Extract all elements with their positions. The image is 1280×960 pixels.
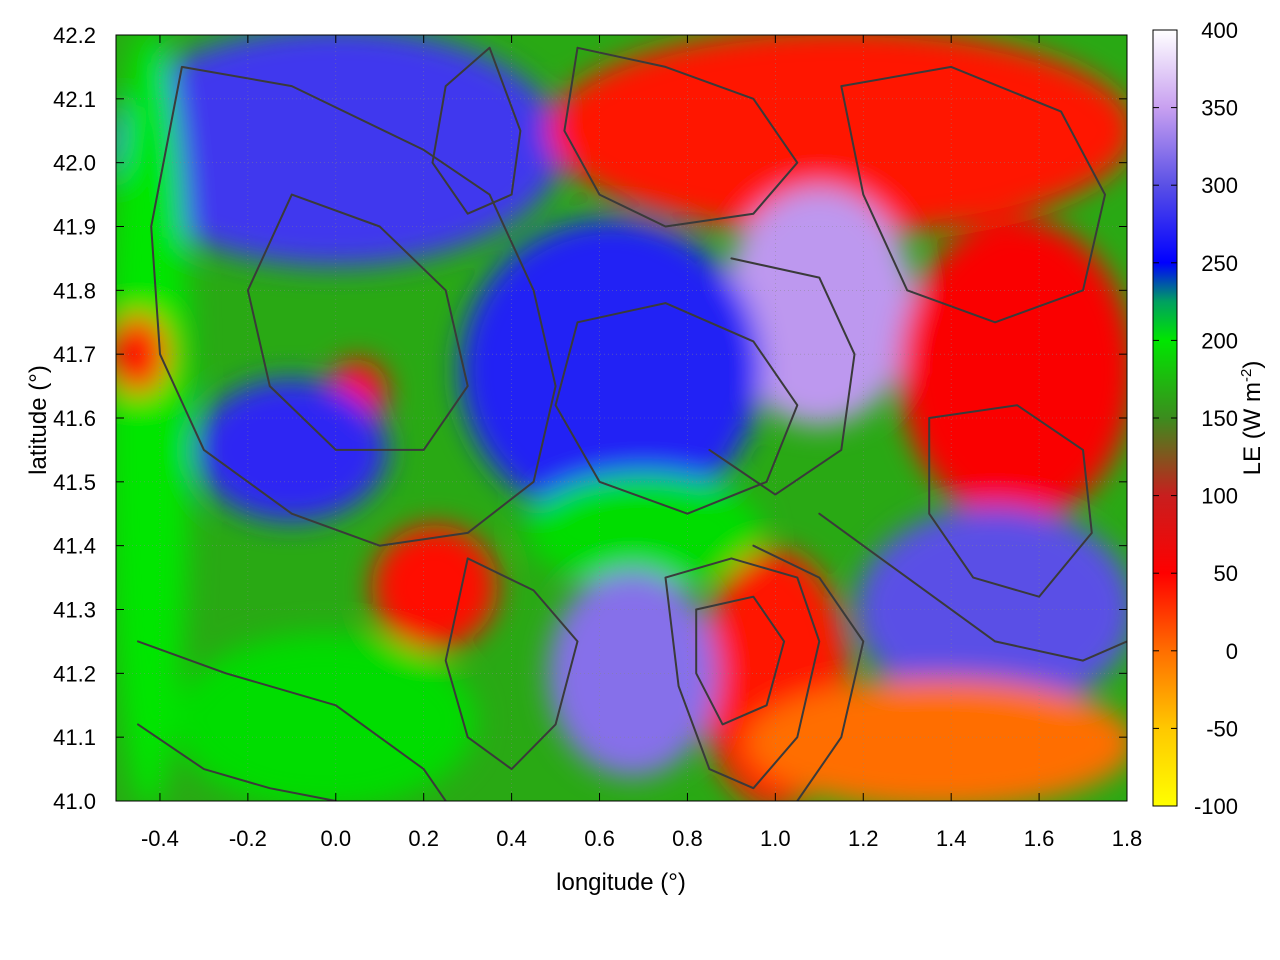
y-tick-label-1: 41.1	[53, 725, 96, 750]
le-region-13	[116, 314, 168, 395]
contour-line-2	[554, 302, 799, 515]
contour-line-4	[664, 557, 821, 790]
contour-line-9	[928, 404, 1093, 598]
grid-lines	[116, 35, 1127, 801]
x-tick-label-7: 1.0	[760, 826, 791, 851]
y-tick-label-2: 41.2	[53, 661, 96, 686]
contour-line-10	[137, 640, 447, 801]
y-tick-label-8: 41.8	[53, 278, 96, 303]
x-tick-label-0: -0.4	[141, 826, 179, 851]
colorbar-title-superscript: -2	[1238, 369, 1255, 382]
colorbar-tick-label-6: 200	[1201, 328, 1238, 353]
le-region-0	[116, 35, 564, 267]
x-tick-label-3: 0.2	[408, 826, 439, 851]
le-region-5	[899, 218, 1127, 522]
y-tick-label-9: 41.9	[53, 215, 96, 240]
y-tick-label-6: 41.6	[53, 406, 96, 431]
colorbar-tick-label-0: -100	[1194, 794, 1238, 819]
contour-line-3	[708, 257, 856, 496]
contour-line-6	[444, 557, 579, 771]
contour-line-7	[563, 46, 799, 228]
le-region-11	[855, 505, 1127, 714]
contour-line-1	[246, 193, 469, 451]
contour-line-11	[137, 723, 337, 801]
colorbar-title-main: LE (W m	[1239, 382, 1266, 475]
x-tick-label-11: 1.8	[1112, 826, 1143, 851]
colorbar-tick-label-2: 0	[1226, 639, 1238, 664]
colorbar-tick-label-9: 350	[1201, 96, 1238, 121]
le-region-2	[173, 633, 476, 801]
contour-line-8	[840, 65, 1106, 324]
colorbar-title-close: )	[1239, 361, 1266, 369]
le-region-7	[525, 473, 762, 586]
colorbar-tick-label-5: 150	[1201, 406, 1238, 431]
colorbar-tick-label-8: 300	[1201, 173, 1238, 198]
y-tick-label-10: 42.0	[53, 151, 96, 176]
le-region-8	[371, 524, 498, 650]
y-tick-label-4: 41.4	[53, 534, 96, 559]
x-tick-label-4: 0.4	[496, 826, 527, 851]
contour-line-14	[431, 46, 522, 215]
x-tick-label-5: 0.6	[584, 826, 615, 851]
y-tick-label-12: 42.2	[53, 23, 96, 48]
contour-line-12	[818, 512, 1127, 662]
contour-line-5	[695, 595, 786, 726]
colorbar-tick-label-10: 400	[1201, 18, 1238, 43]
contour-line-0	[150, 65, 557, 547]
le-region-12	[745, 678, 1127, 801]
x-tick-label-8: 1.2	[848, 826, 879, 851]
x-tick-label-10: 1.6	[1024, 826, 1055, 851]
plot-area	[116, 35, 1127, 801]
y-tick-label-7: 41.7	[53, 342, 96, 367]
x-tick-label-2: 0.0	[320, 826, 351, 851]
colorbar-tick-label-3: 50	[1214, 561, 1238, 586]
colorbar-tick-label-4: 100	[1201, 484, 1238, 509]
elevation-contours	[137, 46, 1127, 801]
y-tick-label-3: 41.3	[53, 598, 96, 623]
le-region-15	[195, 378, 388, 522]
x-tick-label-6: 0.8	[672, 826, 703, 851]
x-tick-label-1: -0.2	[229, 826, 267, 851]
y-tick-label-5: 41.5	[53, 470, 96, 495]
colorbar-ticks: -100 -50 0 50 100 150 200 250 300 350 400	[1153, 18, 1238, 819]
colorbar-tick-label-7: 250	[1201, 251, 1238, 276]
y-tick-label-11: 42.1	[53, 87, 96, 112]
x-tick-label-9: 1.4	[936, 826, 967, 851]
colorbar-tick-label-1: -50	[1206, 716, 1238, 741]
colorbar: -100 -50 0 50 100 150 200 250 300 350 400 LE (W m-…	[1152, 18, 1266, 819]
le-region-3	[547, 35, 1127, 235]
colorbar-title: LE (W m-2)	[1238, 361, 1266, 476]
x-axis-title: longitude (°)	[556, 869, 686, 896]
contour-line-13	[752, 544, 865, 801]
y-tick-label-0: 41.0	[53, 789, 96, 814]
y-axis-title: latitude (°)	[25, 365, 52, 475]
y-axis-ticks: 41.0 41.1 41.2 41.3 41.4 41.5 41.6 41.7 41.8 41.9…	[53, 23, 1127, 814]
x-axis-ticks: -0.4 -0.2 0.0 0.2 0.4 0.6 0.8 1.0 1.2 1.4 1.6 1.8	[141, 35, 1142, 851]
